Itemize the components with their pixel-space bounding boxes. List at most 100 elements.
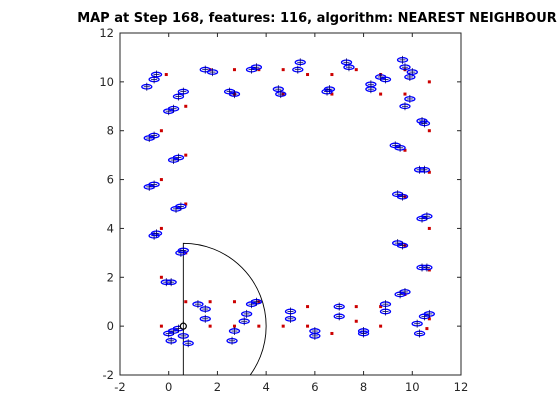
feature-estimate xyxy=(228,327,241,336)
landmark-point xyxy=(159,129,163,133)
feature-estimate xyxy=(333,312,345,321)
sensor-range-layer xyxy=(182,242,267,375)
landmark-point xyxy=(427,170,431,174)
landmark-point xyxy=(257,324,261,328)
x-axis: -2 0 2 4 6 8 10 12 xyxy=(114,33,468,394)
feature-estimate xyxy=(404,72,416,81)
landmark-point xyxy=(403,148,407,152)
landmark-point xyxy=(427,80,431,84)
feature-estimate xyxy=(379,307,392,316)
axes-box xyxy=(119,32,462,376)
feature-estimate xyxy=(167,104,180,113)
feature-estimate xyxy=(238,317,250,326)
landmark-point xyxy=(306,73,310,77)
feature-estimate xyxy=(374,72,387,81)
x-tick-label: 6 xyxy=(311,380,318,394)
feature-estimate xyxy=(284,307,297,316)
feature-estimate xyxy=(172,153,185,162)
landmark-point xyxy=(427,226,431,230)
x-tick-label: -2 xyxy=(114,380,125,394)
feature-estimate xyxy=(418,119,431,128)
x-tick-label: 2 xyxy=(214,380,221,394)
feature-estimate xyxy=(423,309,435,318)
feature-estimate xyxy=(275,90,287,99)
chart-title: MAP at Step 168, features: 116, algorith… xyxy=(77,11,557,26)
landmark-point xyxy=(184,153,188,157)
landmark-point xyxy=(425,327,429,331)
plot-area xyxy=(119,32,462,376)
feature-estimate xyxy=(399,102,411,111)
landmark-point xyxy=(330,331,334,335)
feature-estimate xyxy=(226,336,238,345)
landmark-point xyxy=(159,275,163,279)
feature-estimate xyxy=(284,314,297,323)
feature-estimate xyxy=(418,165,431,174)
landmark-point xyxy=(379,92,383,96)
x-tick-label: 12 xyxy=(454,380,469,394)
landmark-point xyxy=(354,319,358,323)
feature-estimate xyxy=(241,309,253,318)
feature-estimate xyxy=(199,305,211,314)
feature-estimate xyxy=(228,90,241,99)
feature-estimate xyxy=(292,65,304,74)
landmark-layer xyxy=(159,68,431,335)
y-tick-label: 2 xyxy=(107,270,114,284)
feature-estimate xyxy=(413,329,426,338)
feature-estimate xyxy=(323,85,336,94)
y-tick-label: 0 xyxy=(107,319,114,333)
landmark-point xyxy=(184,104,188,108)
landmark-point xyxy=(159,324,163,328)
landmark-point xyxy=(403,92,407,96)
feature-estimate xyxy=(165,278,177,287)
robot-layer xyxy=(179,321,187,332)
y-axis: -2 0 2 4 6 8 10 12 xyxy=(99,26,461,382)
landmark-point xyxy=(164,73,168,77)
feature-estimate xyxy=(421,212,433,221)
landmark-point xyxy=(159,226,163,230)
feature-estimate xyxy=(148,131,160,140)
landmark-point xyxy=(379,324,383,328)
feature-estimate xyxy=(150,229,163,238)
feature-estimate xyxy=(250,63,263,72)
feature-estimate xyxy=(379,300,392,309)
landmark-point xyxy=(306,305,310,309)
y-tick-label: -2 xyxy=(103,368,114,382)
feature-estimate xyxy=(399,63,411,72)
landmark-point xyxy=(208,324,212,328)
feature-estimate-layer xyxy=(141,55,435,348)
feature-estimate xyxy=(343,63,355,72)
feature-estimate xyxy=(172,92,185,101)
feature-estimate xyxy=(182,339,194,348)
y-tick-label: 12 xyxy=(99,26,114,40)
y-tick-label: 4 xyxy=(107,221,114,235)
feature-estimate xyxy=(394,143,406,152)
feature-estimate xyxy=(148,75,160,84)
feature-estimate xyxy=(148,180,160,189)
landmark-point xyxy=(354,305,358,309)
landmark-point xyxy=(330,92,334,96)
feature-estimate xyxy=(177,331,189,340)
landmark-point xyxy=(208,300,212,304)
feature-estimate xyxy=(206,68,219,77)
landmark-point xyxy=(354,68,358,72)
landmark-point xyxy=(379,305,383,309)
feature-estimate xyxy=(365,85,377,94)
landmark-point xyxy=(232,300,236,304)
feature-estimate xyxy=(404,94,416,103)
landmark-point xyxy=(330,73,334,77)
y-tick-label: 6 xyxy=(107,173,114,187)
feature-estimate xyxy=(396,241,409,250)
landmark-point xyxy=(281,324,285,328)
feature-estimate xyxy=(199,314,211,323)
feature-estimate xyxy=(177,87,189,96)
feature-estimate xyxy=(333,302,345,311)
feature-estimate xyxy=(394,290,406,299)
feature-estimate xyxy=(165,336,177,345)
feature-estimate xyxy=(357,329,370,338)
landmark-point xyxy=(232,68,236,72)
feature-estimate xyxy=(175,202,187,211)
landmark-point xyxy=(281,68,285,72)
feature-estimate xyxy=(411,319,423,328)
